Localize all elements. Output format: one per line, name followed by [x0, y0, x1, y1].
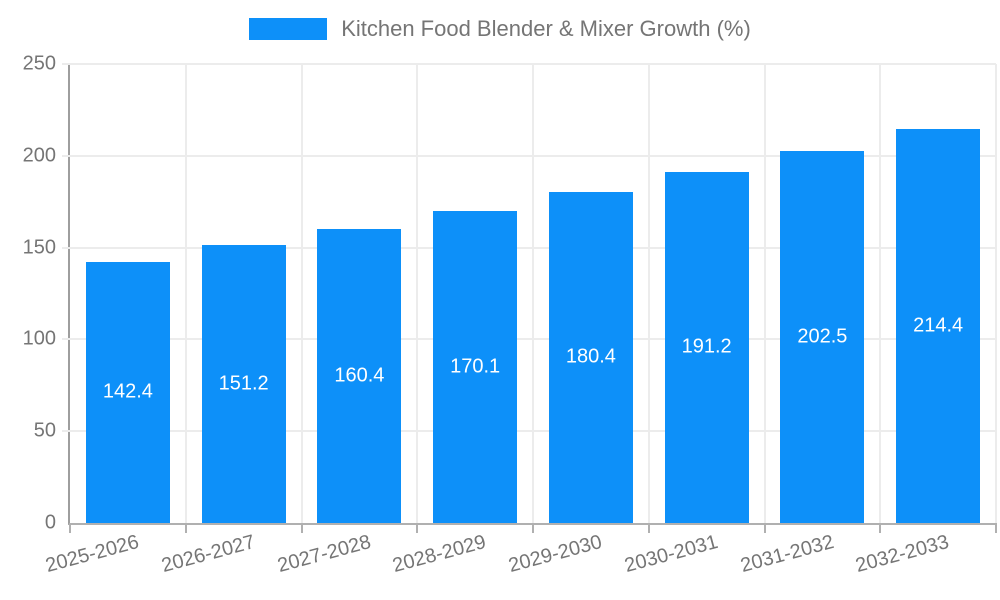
x-axis-category-label: 2026-2027	[159, 531, 258, 578]
x-axis-category-label: 2032-2033	[853, 531, 952, 578]
y-axis-tick-label: 150	[22, 236, 56, 259]
bar[interactable]: 170.1	[433, 210, 518, 523]
x-axis-category-label: 2029-2030	[506, 531, 605, 578]
bar-value-label: 151.2	[218, 372, 269, 395]
x-axis-tick	[532, 523, 534, 533]
x-axis-tick	[879, 523, 882, 533]
y-gridline	[62, 338, 996, 341]
y-axis-tick-label: 0	[44, 511, 56, 534]
x-gridline	[763, 64, 766, 523]
bar[interactable]: 202.5	[780, 151, 865, 523]
y-gridline	[62, 154, 996, 157]
y-axis-tick-label: 50	[33, 419, 56, 442]
plot-area: 0 50 100 150 200 250 142.4 2025-2026 151.2 2026-2…	[23, 53, 997, 577]
bar[interactable]: 214.4	[896, 129, 981, 523]
bar[interactable]: 180.4	[548, 191, 633, 523]
bar-value-label: 180.4	[565, 345, 616, 368]
x-gridline	[416, 64, 419, 523]
x-axis-tick	[69, 523, 71, 533]
y-gridline	[62, 430, 996, 433]
x-axis-category-label: 2031-2032	[737, 531, 837, 578]
x-axis-tick	[416, 523, 419, 533]
x-gridline	[184, 64, 187, 523]
bar-value-label: 170.1	[450, 355, 501, 378]
x-gridline	[995, 64, 997, 523]
x-axis-tick	[300, 523, 303, 533]
y-axis-tick-label: 200	[22, 144, 56, 167]
x-axis-tick	[763, 523, 766, 533]
y-gridline	[62, 246, 996, 249]
bar[interactable]: 191.2	[664, 171, 749, 523]
x-axis-category-label: 2027-2028	[274, 531, 374, 578]
x-gridline	[532, 64, 534, 523]
bar-value-label: 202.5	[797, 325, 848, 348]
bar[interactable]: 142.4	[85, 261, 170, 523]
x-gridline	[300, 64, 303, 523]
y-axis-tick-label: 250	[22, 52, 56, 75]
bar-value-label: 160.4	[334, 364, 385, 387]
legend[interactable]: Kitchen Food Blender & Mixer Growth (%)	[0, 16, 1000, 42]
bar-value-label: 191.2	[681, 335, 732, 358]
y-axis-tick-label: 100	[22, 327, 56, 350]
bar-value-label: 214.4	[913, 314, 964, 337]
x-axis-category-label: 2025-2026	[43, 531, 142, 578]
bar[interactable]: 151.2	[201, 245, 286, 523]
x-axis-category-label: 2028-2029	[390, 531, 489, 578]
bar[interactable]: 160.4	[317, 228, 402, 523]
x-axis-tick	[647, 523, 650, 533]
x-gridline	[879, 64, 882, 523]
x-axis-category-label: 2030-2031	[622, 531, 721, 578]
x-gridline	[647, 64, 650, 523]
y-gridline	[62, 63, 996, 65]
legend-series-label: Kitchen Food Blender & Mixer Growth (%)	[341, 16, 751, 41]
x-axis-tick	[995, 523, 997, 533]
bar-value-label: 142.4	[102, 380, 153, 403]
x-axis-tick	[184, 523, 187, 533]
legend-color-swatch	[249, 18, 328, 40]
